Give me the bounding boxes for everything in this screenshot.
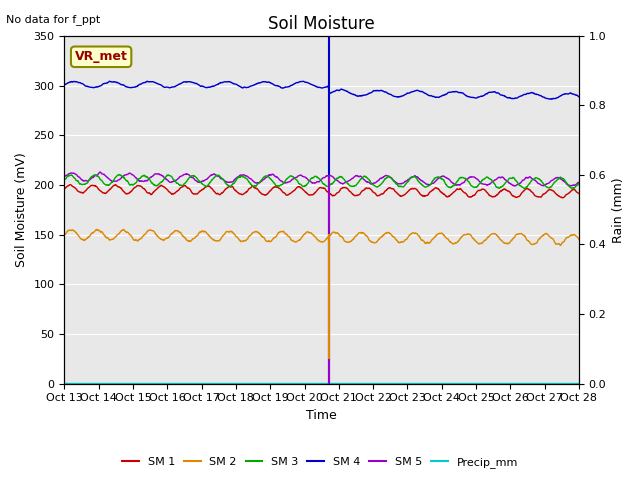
X-axis label: Time: Time: [307, 409, 337, 422]
SM 4: [547, 96, 555, 102]
Line: SM 1: SM 1: [65, 185, 579, 198]
SM 1: [66, 182, 74, 188]
SM 2: [556, 242, 564, 248]
Line: SM 4: SM 4: [65, 81, 579, 99]
SM 5: [298, 172, 305, 178]
SM 3: [311, 173, 319, 179]
SM 1: [87, 182, 95, 188]
SM 1: [61, 186, 68, 192]
SM 4: [561, 91, 568, 97]
SM 1: [561, 194, 568, 200]
SM 1: [559, 195, 566, 201]
SM 3: [561, 177, 568, 182]
Precip_mm: [297, 381, 305, 386]
SM 1: [466, 194, 474, 200]
SM 4: [561, 91, 568, 97]
SM 4: [300, 78, 307, 84]
Y-axis label: Rain (mm): Rain (mm): [612, 177, 625, 242]
SM 4: [61, 82, 68, 87]
Line: SM 3: SM 3: [65, 175, 579, 189]
Precip_mm: [87, 381, 95, 386]
SM 5: [61, 174, 68, 180]
Precip_mm: [560, 381, 568, 386]
Line: SM 5: SM 5: [65, 172, 579, 186]
Precip_mm: [575, 381, 583, 386]
SM 2: [311, 234, 319, 240]
SM 3: [466, 180, 474, 186]
SM 2: [298, 235, 305, 241]
SM 5: [466, 174, 474, 180]
SM 2: [87, 232, 95, 238]
SM 2: [93, 227, 100, 232]
SM 5: [311, 180, 319, 186]
SM 4: [466, 94, 474, 100]
SM 5: [561, 179, 568, 184]
SM 1: [298, 185, 305, 191]
Precip_mm: [466, 381, 474, 386]
SM 2: [575, 236, 583, 242]
Precip_mm: [311, 381, 319, 386]
SM 4: [87, 84, 95, 90]
SM 4: [575, 94, 583, 100]
SM 5: [87, 176, 95, 182]
SM 2: [61, 232, 68, 238]
Precip_mm: [61, 381, 68, 386]
Title: Soil Moisture: Soil Moisture: [268, 15, 375, 33]
SM 1: [575, 191, 583, 196]
SM 5: [561, 179, 568, 184]
SM 2: [561, 239, 568, 244]
Y-axis label: Soil Moisture (mV): Soil Moisture (mV): [15, 152, 28, 267]
SM 5: [97, 169, 104, 175]
SM 1: [561, 194, 568, 200]
SM 3: [87, 175, 95, 180]
SM 5: [575, 180, 583, 185]
SM 4: [297, 79, 305, 84]
SM 3: [561, 177, 568, 183]
Line: SM 2: SM 2: [65, 229, 579, 245]
Precip_mm: [560, 381, 568, 386]
SM 4: [311, 83, 319, 89]
SM 3: [116, 172, 124, 178]
SM 3: [520, 186, 528, 192]
SM 5: [511, 183, 519, 189]
SM 3: [575, 180, 583, 186]
Text: No data for f_ppt: No data for f_ppt: [6, 14, 100, 25]
SM 2: [466, 231, 474, 237]
SM 3: [298, 182, 305, 188]
Legend: SM 1, SM 2, SM 3, SM 4, SM 5, Precip_mm: SM 1, SM 2, SM 3, SM 4, SM 5, Precip_mm: [118, 452, 522, 472]
SM 1: [311, 190, 319, 196]
SM 3: [61, 177, 68, 183]
Text: VR_met: VR_met: [75, 50, 127, 63]
SM 2: [561, 238, 568, 243]
